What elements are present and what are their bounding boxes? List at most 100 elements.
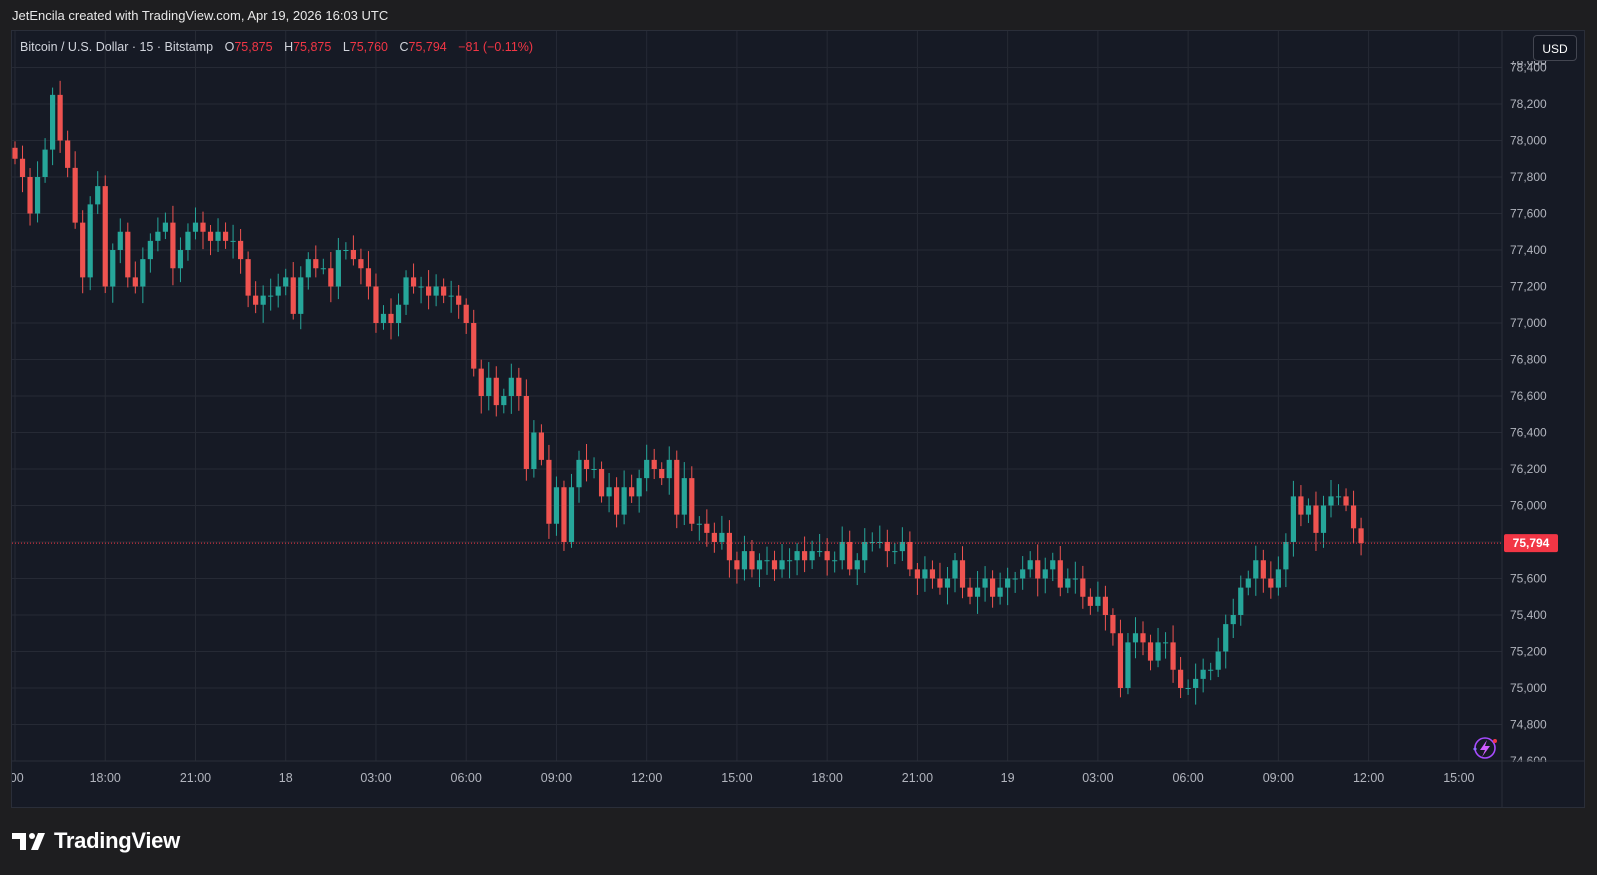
candle [583,443,590,482]
candle [576,450,582,503]
candle [1057,546,1063,597]
candle [1238,575,1244,626]
candle-body [501,396,507,406]
candle-body [207,231,214,241]
candle-body [1223,624,1229,652]
candle-body [463,304,469,323]
candle-body [862,542,868,561]
candle-body [57,94,63,141]
candle [531,420,537,478]
candle-body [809,551,815,561]
candle [1035,544,1041,597]
tradingview-logo-icon [12,833,45,850]
candle-body [764,560,770,562]
time-axis: :00 18:00 21:00 18 03:00 06:00 09:00 12:00 15:00… [12,760,1584,785]
candle [132,261,138,294]
candle-body [1358,528,1364,544]
candle [1253,545,1259,596]
candle [1080,565,1086,609]
last-price-tag [1504,534,1558,553]
candle [155,217,161,252]
candle-body [170,222,176,269]
candle [1208,662,1214,681]
chart-area[interactable]: 74,80075,00075,20075,40075,60075,80076,0… [11,30,1585,808]
tradingview-brand[interactable]: TradingView [12,828,180,854]
candle-body [426,286,432,296]
close-value: 75,794 [408,40,447,54]
candle-body [140,259,146,287]
candle [140,247,146,304]
time-tick-label: 18:00 [812,771,843,785]
candle-body [741,551,748,570]
price-tick-label: 78,200 [1510,97,1547,111]
candle [741,535,748,581]
price-tick-label: 77,800 [1510,170,1547,184]
candle [1328,479,1334,518]
candle [907,531,913,577]
candle-body [215,231,221,241]
candle-body [726,532,732,561]
candle [441,278,447,304]
price-tick-label: 77,200 [1510,280,1547,294]
candle [952,552,958,593]
symbol-label[interactable]: Bitcoin / U.S. Dollar · 15 · Bitstamp [20,40,214,54]
candle-body [373,286,379,323]
time-tick-label: 03:00 [1082,771,1113,785]
candle-body [493,377,499,406]
price-axis-bg [1502,31,1584,807]
candle-body [1193,678,1199,688]
candle-body [794,551,800,561]
candle-body [1283,542,1289,570]
candle [974,571,981,614]
candle-body [614,487,620,515]
candle [200,211,206,250]
candle-body [1065,578,1071,588]
candle-body [531,432,537,469]
candle-body [313,259,319,269]
candle [433,274,439,307]
time-tick-label: 19 [1001,771,1015,785]
candle-body [854,560,860,570]
candle-body [486,377,492,396]
candle-body [102,186,108,287]
candle-body [1260,560,1266,579]
candle-body [1005,578,1011,588]
candle [1313,491,1319,551]
candle-body [839,542,845,561]
candle-body [245,259,251,296]
candle-body [200,222,206,232]
price-tick-label: 75,200 [1510,645,1547,659]
candle-body [471,323,477,369]
candle [463,298,469,334]
candle [1072,561,1078,594]
candle-body [899,542,905,552]
price-tick-label: 74,800 [1510,718,1547,732]
time-tick-label: 18 [279,771,293,785]
candle-body [1117,633,1124,688]
attribution-text: JetEncila created with TradingView.com, … [12,8,389,23]
candle [95,171,101,215]
price-tick-label: 77,600 [1510,207,1547,221]
close-label: C [399,40,409,54]
price-tick-label: 76,200 [1510,462,1547,476]
candle-body [192,222,199,232]
candle-body [990,578,996,597]
candle [959,546,966,599]
candle [1012,571,1018,593]
candle-body [1012,578,1018,580]
candle-body [1275,569,1281,588]
price-tick-label: 75,400 [1510,608,1547,622]
time-tick-label: 03:00 [360,771,391,785]
candle [704,509,710,547]
candlestick-chart[interactable]: 74,80075,00075,20075,40075,60075,80076,0… [12,31,1584,807]
candle-body [448,295,454,297]
candle-body [1350,505,1357,529]
candle [147,233,153,273]
lightning-magic-icon[interactable] [1473,737,1497,759]
currency-button[interactable]: USD [1533,35,1577,61]
candle-body [779,560,785,570]
candle [914,562,920,595]
candle-body [997,587,1003,597]
candle [1020,556,1026,590]
candle-body [1110,615,1116,634]
